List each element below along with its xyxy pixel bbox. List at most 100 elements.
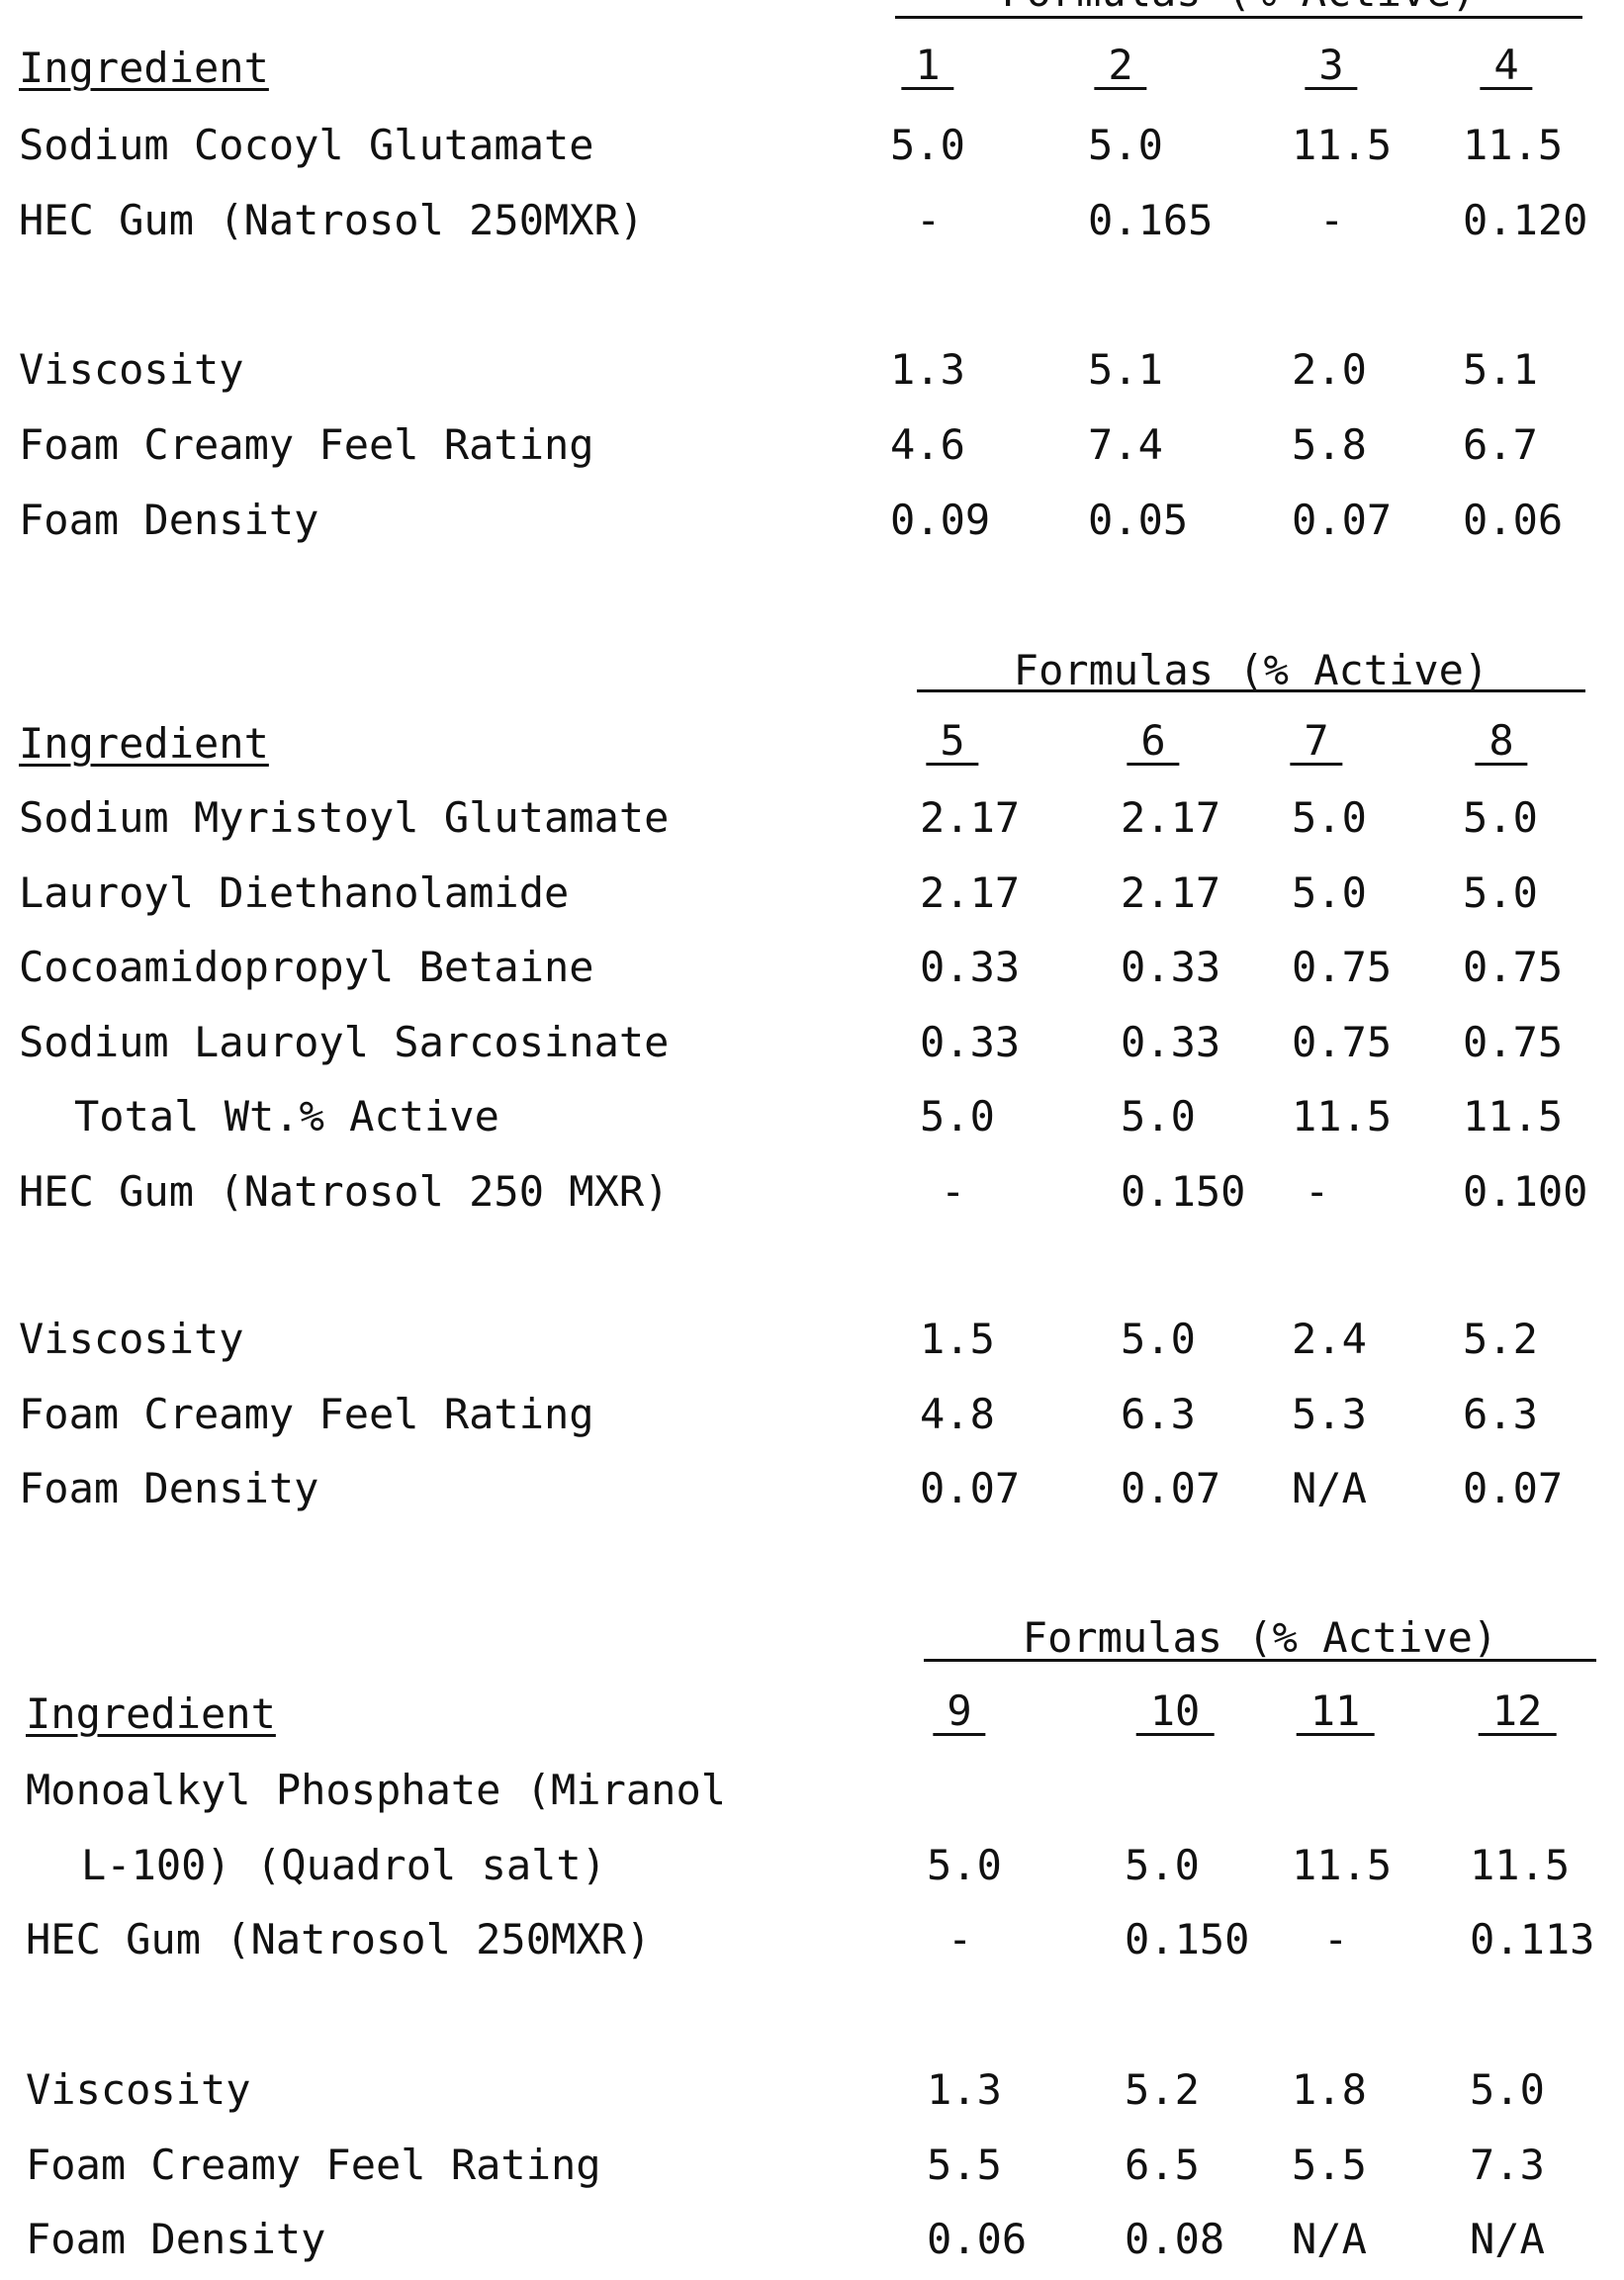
cell-value: 0.07 bbox=[1463, 1464, 1563, 1513]
column-number: 8 bbox=[1475, 719, 1527, 766]
header-rule bbox=[917, 689, 1585, 692]
cell-value: 0.06 bbox=[927, 2215, 1027, 2264]
cell-value: 11.5 bbox=[1292, 121, 1392, 170]
cell-value: 4.6 bbox=[890, 420, 965, 470]
cell-value: 0.150 bbox=[1121, 1167, 1245, 1217]
column-number: 10 bbox=[1136, 1689, 1215, 1736]
row-label: HEC Gum (Natrosol 250MXR) bbox=[26, 1915, 651, 1964]
row-label: Foam Density bbox=[19, 1464, 318, 1513]
cell-value: 5.0 bbox=[1121, 1315, 1196, 1364]
cell-value: 11.5 bbox=[1292, 1841, 1392, 1890]
row-label: Foam Creamy Feel Rating bbox=[19, 1390, 594, 1439]
column-number: 6 bbox=[1127, 719, 1179, 766]
row-label: Sodium Cocoyl Glutamate bbox=[19, 121, 594, 170]
row-label: Viscosity bbox=[26, 2065, 251, 2115]
cell-value: 0.33 bbox=[1121, 943, 1220, 992]
row-label: L-100) (Quadrol salt) bbox=[81, 1841, 606, 1890]
row-label: Monoalkyl Phosphate (Miranol bbox=[26, 1766, 726, 1815]
cell-value: 0.33 bbox=[1121, 1018, 1220, 1067]
cell-value: 0.08 bbox=[1125, 2215, 1224, 2264]
row-label: Total Wt.% Active bbox=[74, 1092, 499, 1141]
cell-value: 1.5 bbox=[920, 1315, 995, 1364]
cell-value: 5.2 bbox=[1125, 2065, 1200, 2115]
cell-value: 6.3 bbox=[1121, 1390, 1196, 1439]
cell-value: 5.8 bbox=[1292, 420, 1367, 470]
cell-value: 5.0 bbox=[927, 1841, 1002, 1890]
cell-value: 0.120 bbox=[1463, 196, 1587, 245]
ingredient-heading: Ingredient bbox=[26, 1689, 276, 1739]
row-label: Foam Density bbox=[26, 2215, 325, 2264]
cell-value: 1.3 bbox=[890, 345, 965, 395]
cell-value: 5.2 bbox=[1463, 1315, 1538, 1364]
cell-value: 0.05 bbox=[1088, 496, 1188, 545]
table-header: Formulas (% Active) bbox=[1001, 0, 1476, 17]
row-label: HEC Gum (Natrosol 250 MXR) bbox=[19, 1167, 669, 1217]
cell-value: 0.75 bbox=[1292, 1018, 1392, 1067]
cell-value: 6.5 bbox=[1125, 2141, 1200, 2190]
column-number: 3 bbox=[1305, 44, 1357, 90]
cell-value: 11.5 bbox=[1292, 1092, 1392, 1141]
cell-value: 0.100 bbox=[1463, 1167, 1587, 1217]
ingredient-heading: Ingredient bbox=[19, 719, 269, 769]
cell-value: 0.07 bbox=[1121, 1464, 1220, 1513]
cell-value: N/A bbox=[1292, 1464, 1367, 1513]
cell-value: 6.3 bbox=[1463, 1390, 1538, 1439]
cell-value: 0.75 bbox=[1463, 1018, 1563, 1067]
cell-value: 5.0 bbox=[1125, 1841, 1200, 1890]
row-label: Lauroyl Diethanolamide bbox=[19, 868, 569, 918]
cell-value: 5.5 bbox=[927, 2141, 1002, 2190]
row-label: Sodium Myristoyl Glutamate bbox=[19, 793, 669, 843]
cell-value: 0.07 bbox=[920, 1464, 1020, 1513]
cell-value: 0.75 bbox=[1463, 943, 1563, 992]
cell-value: 5.0 bbox=[920, 1092, 995, 1141]
cell-value: 5.0 bbox=[1463, 793, 1538, 843]
row-label: Viscosity bbox=[19, 345, 244, 395]
cell-value: 0.165 bbox=[1088, 196, 1213, 245]
cell-value: 2.17 bbox=[920, 793, 1020, 843]
header-rule bbox=[895, 16, 1582, 19]
column-number: 5 bbox=[926, 719, 978, 766]
column-number: 11 bbox=[1297, 1689, 1375, 1736]
cell-value: - bbox=[916, 196, 941, 245]
column-number: 2 bbox=[1094, 44, 1146, 90]
header-rule bbox=[924, 1659, 1596, 1662]
cell-value: 6.7 bbox=[1463, 420, 1538, 470]
cell-value: 2.17 bbox=[1121, 868, 1220, 918]
cell-value: 2.0 bbox=[1292, 345, 1367, 395]
cell-value: 5.5 bbox=[1292, 2141, 1367, 2190]
cell-value: - bbox=[1319, 196, 1344, 245]
cell-value: 1.8 bbox=[1292, 2065, 1367, 2115]
cell-value: 7.4 bbox=[1088, 420, 1163, 470]
cell-value: 7.3 bbox=[1470, 2141, 1545, 2190]
cell-value: 5.0 bbox=[1292, 793, 1367, 843]
cell-value: - bbox=[947, 1915, 972, 1964]
column-number: 12 bbox=[1479, 1689, 1557, 1736]
ingredient-heading: Ingredient bbox=[19, 44, 269, 93]
cell-value: 5.3 bbox=[1292, 1390, 1367, 1439]
cell-value: 0.150 bbox=[1125, 1915, 1249, 1964]
table-header: Formulas (% Active) bbox=[1023, 1613, 1497, 1663]
row-label: Foam Creamy Feel Rating bbox=[19, 420, 594, 470]
cell-value: 0.33 bbox=[920, 943, 1020, 992]
cell-value: 5.1 bbox=[1463, 345, 1538, 395]
cell-value: 2.17 bbox=[920, 868, 1020, 918]
cell-value: 1.3 bbox=[927, 2065, 1002, 2115]
cell-value: 5.1 bbox=[1088, 345, 1163, 395]
cell-value: N/A bbox=[1470, 2215, 1545, 2264]
cell-value: N/A bbox=[1292, 2215, 1367, 2264]
row-label: HEC Gum (Natrosol 250MXR) bbox=[19, 196, 644, 245]
row-label: Cocoamidopropyl Betaine bbox=[19, 943, 594, 992]
cell-value: 0.113 bbox=[1470, 1915, 1594, 1964]
column-number: 1 bbox=[901, 44, 953, 90]
cell-value: 0.06 bbox=[1463, 496, 1563, 545]
row-label: Sodium Lauroyl Sarcosinate bbox=[19, 1018, 669, 1067]
cell-value: 2.17 bbox=[1121, 793, 1220, 843]
cell-value: 5.0 bbox=[1292, 868, 1367, 918]
cell-value: 11.5 bbox=[1463, 1092, 1563, 1141]
cell-value: 5.0 bbox=[1470, 2065, 1545, 2115]
column-number: 9 bbox=[933, 1689, 985, 1736]
row-label: Foam Density bbox=[19, 496, 318, 545]
cell-value: 5.0 bbox=[1088, 121, 1163, 170]
cell-value: 0.07 bbox=[1292, 496, 1392, 545]
cell-value: 0.09 bbox=[890, 496, 990, 545]
